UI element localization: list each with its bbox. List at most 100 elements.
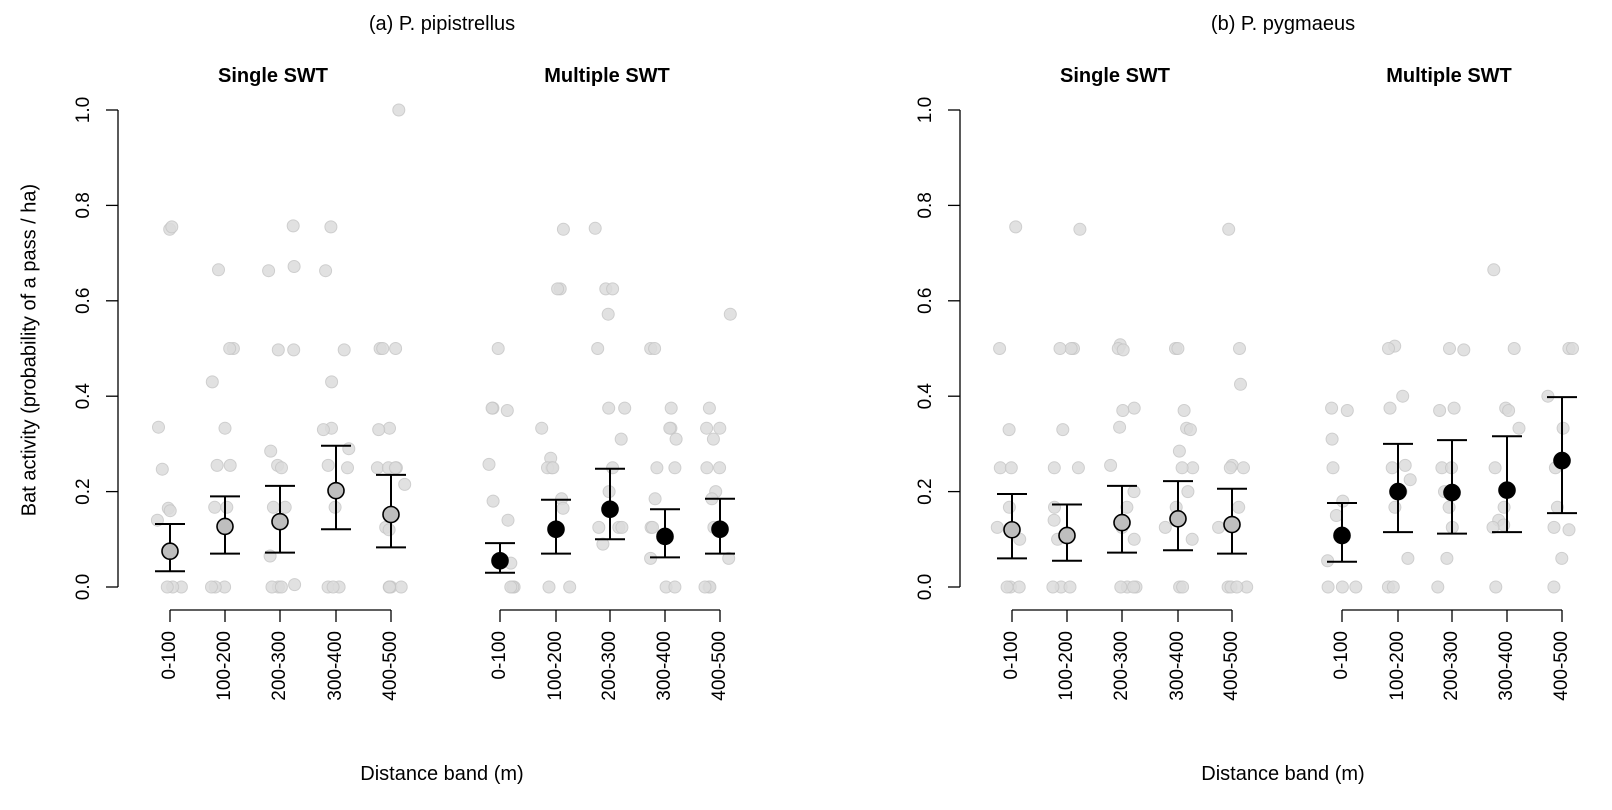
raw-point <box>601 307 615 321</box>
raw-point <box>208 500 222 514</box>
raw-point <box>264 444 278 458</box>
x-tick-label: 400-500 <box>380 631 401 701</box>
raw-point <box>1335 580 1349 594</box>
panel-b: (b) P. pygmaeus 0.0 0.2 0.4 0.6 0.8 1.0 Distanc… <box>915 13 1579 785</box>
raw-point <box>1547 580 1561 594</box>
x-tick-label: 300-400 <box>1167 631 1188 701</box>
raw-point <box>1002 423 1016 437</box>
raw-point <box>535 421 549 435</box>
raw-point <box>1064 342 1078 355</box>
raw-point <box>993 342 1007 355</box>
raw-point <box>1116 343 1130 357</box>
raw-point <box>1457 343 1471 357</box>
raw-point <box>1447 401 1461 415</box>
group-title: Single SWT <box>1060 65 1170 87</box>
raw-point <box>286 219 300 233</box>
raw-point <box>326 580 340 594</box>
y-tick-label: 0.0 <box>915 574 936 600</box>
raw-point <box>1401 551 1415 565</box>
raw-point <box>223 342 237 355</box>
raw-point <box>370 461 384 475</box>
raw-point <box>501 513 515 527</box>
raw-point <box>165 220 179 234</box>
mean-point <box>1058 526 1076 545</box>
raw-point <box>1329 509 1343 522</box>
raw-point <box>223 458 237 472</box>
raw-point <box>1114 580 1128 594</box>
mean-point <box>161 542 179 561</box>
mean-point <box>1443 483 1461 502</box>
raw-point <box>392 103 406 117</box>
raw-point <box>592 520 606 534</box>
x-axis-label: Distance band (m) <box>360 763 523 785</box>
raw-point <box>596 537 610 551</box>
x-tick-label: 400-500 <box>1551 631 1572 701</box>
mean-point <box>271 512 289 531</box>
mean-point <box>1169 509 1187 528</box>
raw-point <box>556 222 570 236</box>
raw-point <box>1113 420 1127 434</box>
raw-point <box>700 461 714 475</box>
raw-point <box>1486 520 1500 534</box>
panel-title: (b) P. pygmaeus <box>1211 13 1355 35</box>
mean-point <box>491 551 509 570</box>
raw-point <box>1440 551 1454 565</box>
mean-point <box>1498 481 1516 499</box>
raw-point <box>614 432 628 446</box>
group-multiple: Multiple SWT 0-100 100-200 200-300 300-400 40… <box>1321 65 1579 701</box>
raw-point <box>1382 342 1395 355</box>
raw-point <box>1233 342 1246 355</box>
x-tick-label: 0-100 <box>1331 631 1352 680</box>
y-tick-label: 0.0 <box>73 574 94 600</box>
raw-point <box>1388 500 1402 514</box>
y-tick-label: 0.6 <box>915 288 936 314</box>
raw-point <box>274 580 288 594</box>
y-tick-label: 0.4 <box>915 383 936 410</box>
y-tick-label: 0.6 <box>73 288 94 314</box>
mean-point <box>216 517 234 536</box>
group-title: Multiple SWT <box>544 65 670 87</box>
raw-point <box>372 423 386 437</box>
raw-point <box>1562 523 1576 537</box>
raw-point <box>1071 461 1085 475</box>
raw-point <box>1403 473 1417 487</box>
raw-point <box>218 421 232 435</box>
raw-point <box>1183 423 1197 437</box>
raw-point <box>1116 404 1130 417</box>
x-tick-label: 200-300 <box>1111 631 1132 701</box>
x-tick-label: 300-400 <box>1496 631 1517 701</box>
raw-point <box>287 343 301 357</box>
raw-point <box>1127 485 1141 499</box>
raw-point <box>1340 404 1354 417</box>
mean-point <box>327 481 345 500</box>
raw-point <box>325 375 339 389</box>
raw-point <box>668 461 682 475</box>
raw-point <box>1176 580 1190 594</box>
raw-point <box>1009 220 1023 234</box>
y-tick-label: 1.0 <box>915 97 936 123</box>
raw-point <box>1497 500 1511 514</box>
raw-point <box>1349 580 1363 594</box>
raw-point <box>160 580 174 594</box>
raw-point <box>542 580 556 594</box>
raw-point <box>1171 342 1185 355</box>
raw-point <box>1398 458 1412 472</box>
raw-point <box>1053 342 1067 355</box>
raw-point <box>504 580 518 594</box>
mean-point <box>1333 526 1351 545</box>
raw-point <box>271 343 285 357</box>
raw-point <box>1443 342 1456 355</box>
raw-point <box>1442 500 1456 514</box>
y-tick-label: 0.4 <box>73 383 94 410</box>
raw-point <box>1321 580 1335 594</box>
raw-point <box>321 458 335 472</box>
panel-a: (a) P. pipistrellus 0.0 0.2 0.4 0.6 0.8 1.0 Bat… <box>18 13 737 785</box>
x-tick-label: 400-500 <box>709 631 730 701</box>
raw-point <box>1047 461 1061 475</box>
raw-point <box>668 580 682 594</box>
raw-point <box>556 501 570 515</box>
raw-point <box>398 477 412 491</box>
raw-point <box>1046 580 1060 594</box>
raw-point <box>664 401 678 415</box>
